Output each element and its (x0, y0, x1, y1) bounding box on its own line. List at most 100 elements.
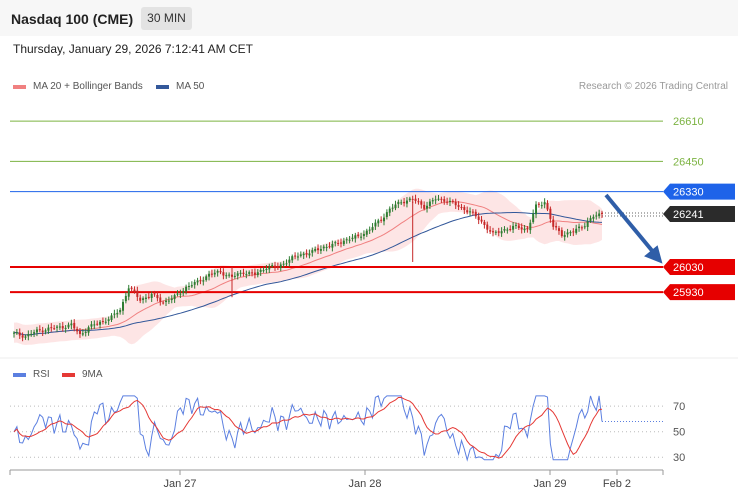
rsi-tick-50: 50 (673, 427, 685, 439)
time-tick-jan-28: Jan 28 (348, 478, 381, 490)
candle-body (500, 231, 503, 234)
candle-body (87, 327, 90, 333)
candle-body (73, 322, 76, 329)
level-label-25930: 25930 (673, 287, 704, 299)
legend-ma20: MA 20 + Bollinger Bands (13, 81, 143, 92)
candle-body (523, 228, 526, 231)
candle-body (552, 219, 555, 227)
candle-body (179, 293, 182, 295)
candle-body (70, 323, 73, 326)
candle-body (460, 206, 463, 208)
candle-body (67, 324, 70, 328)
candle-body (319, 249, 322, 251)
legend-ma50: MA 50 (156, 81, 204, 92)
candle-body (339, 242, 342, 244)
candle-body (156, 294, 159, 299)
candle-body (104, 321, 107, 323)
candle-body (405, 200, 408, 204)
candle-body (517, 225, 520, 229)
candle-body (119, 309, 122, 313)
candle-body (543, 202, 546, 205)
candle-body (414, 198, 417, 201)
candle-body (185, 286, 188, 292)
candle-body (233, 275, 236, 277)
candle-body (127, 288, 130, 297)
candle-body (199, 280, 202, 282)
candle-body (262, 270, 265, 272)
candle-body (222, 272, 225, 276)
legend-9ma: 9MA (62, 369, 103, 380)
candle-body (147, 296, 150, 298)
candle-body (526, 227, 529, 230)
candle-body (219, 271, 222, 273)
candle-body (469, 211, 472, 213)
candle-body (274, 265, 277, 267)
candle-body (408, 198, 411, 201)
level-tag-26030 (663, 259, 735, 276)
candle-body (64, 327, 67, 329)
candle-body (314, 249, 317, 251)
rsi-swatch (13, 372, 26, 377)
candle-body (33, 332, 36, 334)
candle-body (299, 254, 302, 256)
candle-body (76, 328, 79, 332)
candle-body (325, 246, 328, 248)
candle-body (509, 229, 512, 231)
candle-body (228, 274, 231, 276)
candle-body (434, 199, 437, 201)
candle-body (208, 273, 211, 277)
candle-body (494, 231, 497, 233)
ma20-swatch (13, 84, 26, 89)
candle-body (322, 246, 325, 249)
time-tick-jan-27: Jan 27 (163, 478, 196, 490)
candle-body (388, 208, 391, 213)
candle-body (251, 272, 254, 274)
candle-body (557, 228, 560, 231)
candle-body (242, 272, 245, 275)
candle-body (41, 330, 44, 333)
candle-body (271, 265, 274, 267)
candle-body (268, 266, 271, 270)
candle-body (130, 287, 133, 289)
candle-body (583, 226, 586, 228)
candle-body (216, 270, 219, 273)
candle-body (56, 326, 59, 328)
candle-body (348, 239, 351, 241)
candle-body (403, 201, 406, 204)
candle-body (213, 272, 216, 275)
legend-ma50-label: MA 50 (176, 81, 205, 92)
candle-body (288, 259, 291, 263)
candle-body (282, 263, 285, 265)
candle-body (454, 201, 457, 206)
candle-body (133, 289, 136, 292)
candle-body (549, 208, 552, 219)
time-tick-jan-29: Jan 29 (533, 478, 566, 490)
candle-body (578, 226, 581, 229)
candle-body (15, 332, 18, 334)
chart-header: Nasdaq 100 (CME) 30 MIN (0, 0, 738, 36)
candle-body (480, 219, 483, 222)
candle-body (569, 232, 572, 234)
candle-body (471, 211, 474, 213)
candle-body (503, 229, 506, 231)
candle-body (90, 324, 93, 327)
candle-body (285, 263, 288, 265)
candle-body (566, 232, 569, 235)
candle-body (18, 332, 21, 336)
time-tick-feb-2: Feb 2 (603, 478, 631, 490)
candle-body (380, 219, 383, 221)
candle-body (448, 200, 451, 203)
level-tag-26330 (663, 183, 735, 200)
candle-body (345, 239, 348, 241)
candle-body (362, 233, 365, 236)
candle-body (397, 201, 400, 205)
candle-body (486, 224, 489, 230)
candle-body (351, 237, 354, 239)
candle-body (162, 302, 165, 304)
timeframe-button[interactable]: 30 MIN (141, 7, 192, 30)
candle-body (512, 225, 515, 230)
candle-body (27, 334, 30, 337)
candle-body (38, 329, 41, 331)
candle-body (84, 332, 87, 334)
